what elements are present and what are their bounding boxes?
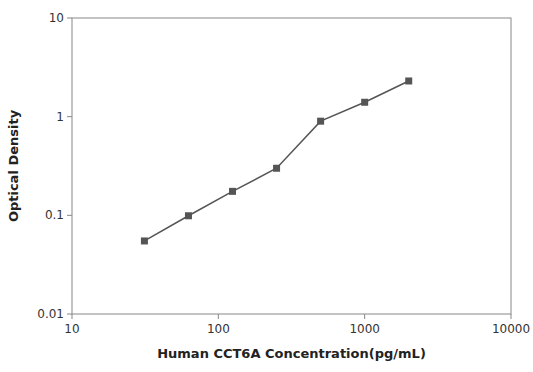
y-tick [67, 314, 72, 315]
x-tick-label: 10000 [492, 322, 530, 336]
data-point [317, 118, 324, 125]
data-line [144, 81, 408, 241]
x-tick [72, 314, 73, 319]
x-axis-label: Human CCT6A Concentration(pg/mL) [157, 346, 426, 361]
chart-svg: 10 100 1000 10000 0.01 0.1 1 10 Human CCT6A Conc… [0, 0, 533, 372]
y-tick [67, 116, 72, 117]
y-tick-label: 0.1 [45, 208, 64, 222]
data-group [141, 77, 412, 244]
y-tick-label: 10 [49, 11, 64, 25]
data-point [185, 212, 192, 219]
data-point [273, 165, 280, 172]
plot-frame [72, 18, 511, 314]
axes: 10 100 1000 10000 0.01 0.1 1 10 [37, 11, 530, 336]
chart-container: 10 100 1000 10000 0.01 0.1 1 10 Human CCT6A Conc… [0, 0, 533, 372]
y-tick-label: 0.01 [37, 307, 64, 321]
y-tick [67, 18, 72, 19]
y-tick [67, 215, 72, 216]
y-axis-label: Optical Density [6, 109, 21, 222]
x-tick-label: 100 [207, 322, 230, 336]
data-point [229, 188, 236, 195]
x-tick [511, 314, 512, 319]
x-tick-label: 10 [64, 322, 79, 336]
data-point [361, 99, 368, 106]
data-point [405, 77, 412, 84]
x-tick-label: 1000 [349, 322, 380, 336]
data-point [141, 237, 148, 244]
x-tick [364, 314, 365, 319]
y-tick-label: 1 [56, 110, 64, 124]
x-tick [218, 314, 219, 319]
